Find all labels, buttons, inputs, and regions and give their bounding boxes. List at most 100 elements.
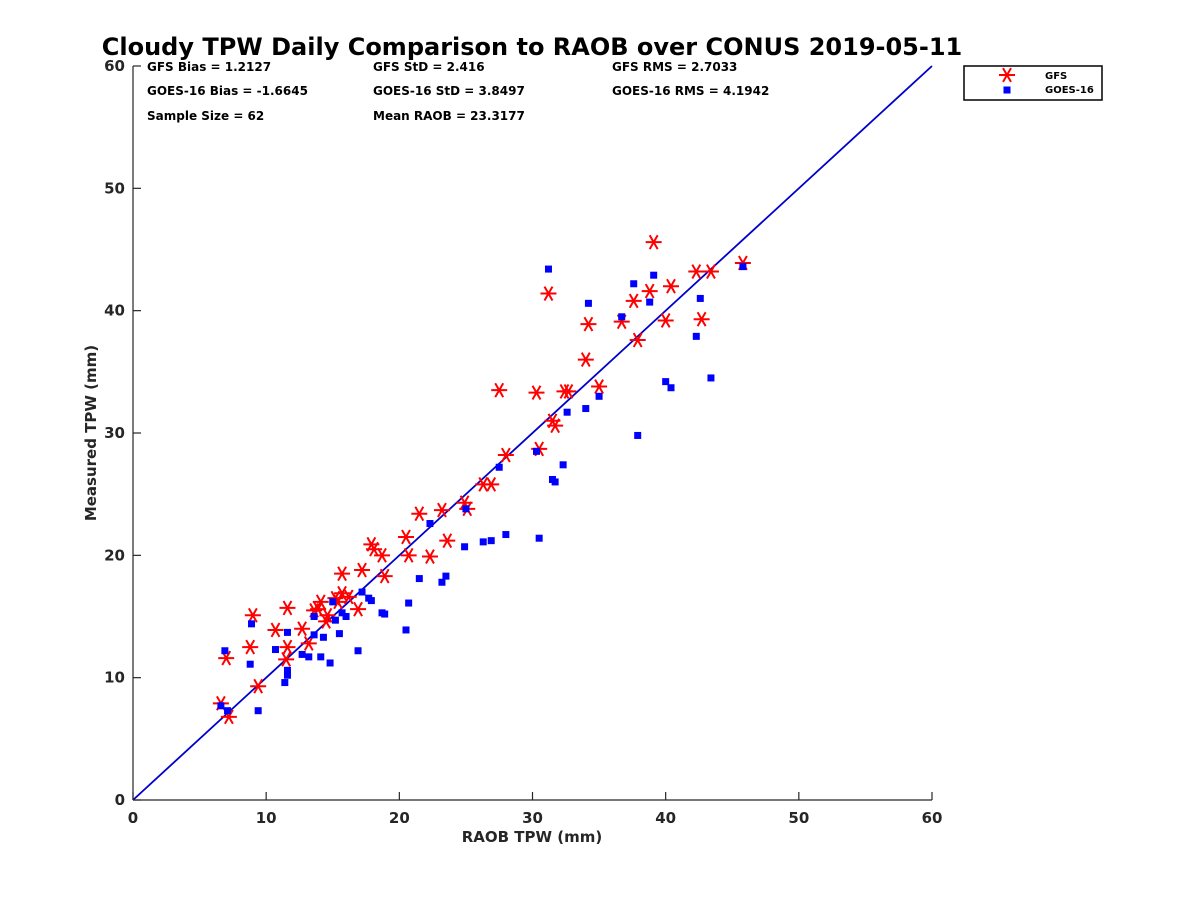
goes16-point xyxy=(532,447,540,455)
x-axis-label: RAOB TPW (mm) xyxy=(462,828,603,846)
goes16-point xyxy=(487,537,495,545)
gfs-marker-stroke xyxy=(421,549,438,564)
goes16-point xyxy=(595,392,603,400)
legend-goes16-label: GOES-16 xyxy=(1045,85,1094,96)
goes16-point xyxy=(584,299,592,307)
x-tick-label: 30 xyxy=(522,809,543,827)
gfs-marker-stroke xyxy=(625,293,642,309)
legend-gfs-asterisk xyxy=(999,67,1015,83)
gfs-marker-stroke xyxy=(411,506,428,522)
stat-goes-rms: GOES-16 RMS = 4.1942 xyxy=(612,84,769,98)
x-tick-label: 40 xyxy=(655,809,676,827)
gfs-marker-stroke xyxy=(483,476,500,492)
x-tick-label: 50 xyxy=(788,809,809,827)
goes16-point xyxy=(618,313,626,321)
gfs-marker-stroke xyxy=(397,529,414,545)
gfs-marker-stroke xyxy=(702,264,719,279)
goes16-point xyxy=(462,505,470,513)
gfs-point xyxy=(491,382,508,398)
stat-mean-raob: Mean RAOB = 23.3177 xyxy=(373,109,525,123)
gfs-point xyxy=(528,385,545,401)
goes16-point xyxy=(563,408,571,416)
gfs-marker-stroke xyxy=(433,502,450,518)
gfs-point xyxy=(267,622,284,638)
goes16-point xyxy=(495,463,503,471)
goes16-point xyxy=(739,263,747,271)
goes16-point xyxy=(326,659,334,667)
goes16-point xyxy=(254,707,262,715)
gfs-marker-stroke xyxy=(591,379,608,394)
goes16-point xyxy=(331,616,339,624)
goes16-point xyxy=(305,653,313,661)
gfs-point xyxy=(397,529,414,545)
gfs-marker-stroke xyxy=(350,601,367,617)
y-tick-label: 60 xyxy=(104,57,125,75)
legend-goes16-marker xyxy=(1003,86,1011,94)
gfs-marker-stroke xyxy=(560,383,577,399)
gfs-marker-stroke xyxy=(528,385,545,401)
y-tick-label: 40 xyxy=(104,302,125,320)
goes16-point xyxy=(283,666,291,674)
gfs-marker-stroke xyxy=(540,286,557,301)
goes16-point xyxy=(224,707,232,715)
gfs-point xyxy=(374,547,391,563)
goes16-point xyxy=(317,653,325,661)
gfs-point xyxy=(547,418,564,434)
stat-gfs-rms: GFS RMS = 2.7033 xyxy=(612,60,737,74)
goes16-point xyxy=(310,631,318,639)
gfs-point xyxy=(250,678,267,694)
gfs-point xyxy=(560,383,577,399)
goes16-point xyxy=(551,478,559,486)
goes16-point xyxy=(502,531,510,539)
goes16-point xyxy=(221,647,229,655)
gfs-marker-stroke xyxy=(662,278,679,294)
goes16-point xyxy=(442,572,450,580)
stats-block: GFS Bias = 1.2127 GFS StD = 2.416 GFS RM… xyxy=(147,60,769,123)
gfs-point xyxy=(421,549,438,564)
gfs-point xyxy=(340,589,357,605)
gfs-marker-stroke xyxy=(491,382,508,398)
gfs-point xyxy=(657,313,674,328)
stat-sample-size: Sample Size = 62 xyxy=(147,109,264,123)
gfs-marker-stroke xyxy=(312,594,329,610)
gfs-point xyxy=(242,639,259,655)
goes16-point xyxy=(415,575,423,583)
gfs-marker-stroke xyxy=(497,447,514,463)
goes16-point xyxy=(544,265,552,273)
reference-line xyxy=(132,65,933,801)
legend-gfs-marker xyxy=(999,67,1015,83)
gfs-point xyxy=(350,601,367,617)
stat-goes-bias: GOES-16 Bias = -1.6645 xyxy=(147,84,308,98)
goes16-point xyxy=(310,613,318,620)
goes16-point xyxy=(405,599,413,607)
goes16-point xyxy=(646,298,654,306)
series-gfs xyxy=(212,234,751,725)
gfs-point xyxy=(483,476,500,492)
gfs-marker-stroke xyxy=(400,547,417,563)
goes16-point xyxy=(367,597,375,605)
gfs-point xyxy=(354,562,371,578)
gfs-point xyxy=(497,447,514,463)
gfs-point xyxy=(433,502,450,518)
gfs-point xyxy=(591,379,608,394)
goes16-point xyxy=(298,650,306,658)
goes16-point xyxy=(667,384,675,392)
gfs-point xyxy=(300,635,317,651)
gfs-marker-stroke xyxy=(999,67,1015,83)
goes16-point xyxy=(354,647,362,655)
gfs-marker-stroke xyxy=(340,589,357,605)
goes16-point xyxy=(335,630,343,638)
legend-box xyxy=(963,65,1103,101)
gfs-marker-stroke xyxy=(294,621,311,637)
gfs-point xyxy=(625,293,642,309)
goes16-point xyxy=(630,280,638,288)
gfs-marker-stroke xyxy=(244,607,261,623)
goes16-point xyxy=(662,378,670,386)
gfs-marker-stroke xyxy=(629,332,646,348)
gfs-marker-stroke xyxy=(250,678,267,694)
gfs-point xyxy=(688,264,705,279)
gfs-point xyxy=(540,286,557,301)
gfs-point xyxy=(411,506,428,522)
goes16-point xyxy=(246,660,254,668)
